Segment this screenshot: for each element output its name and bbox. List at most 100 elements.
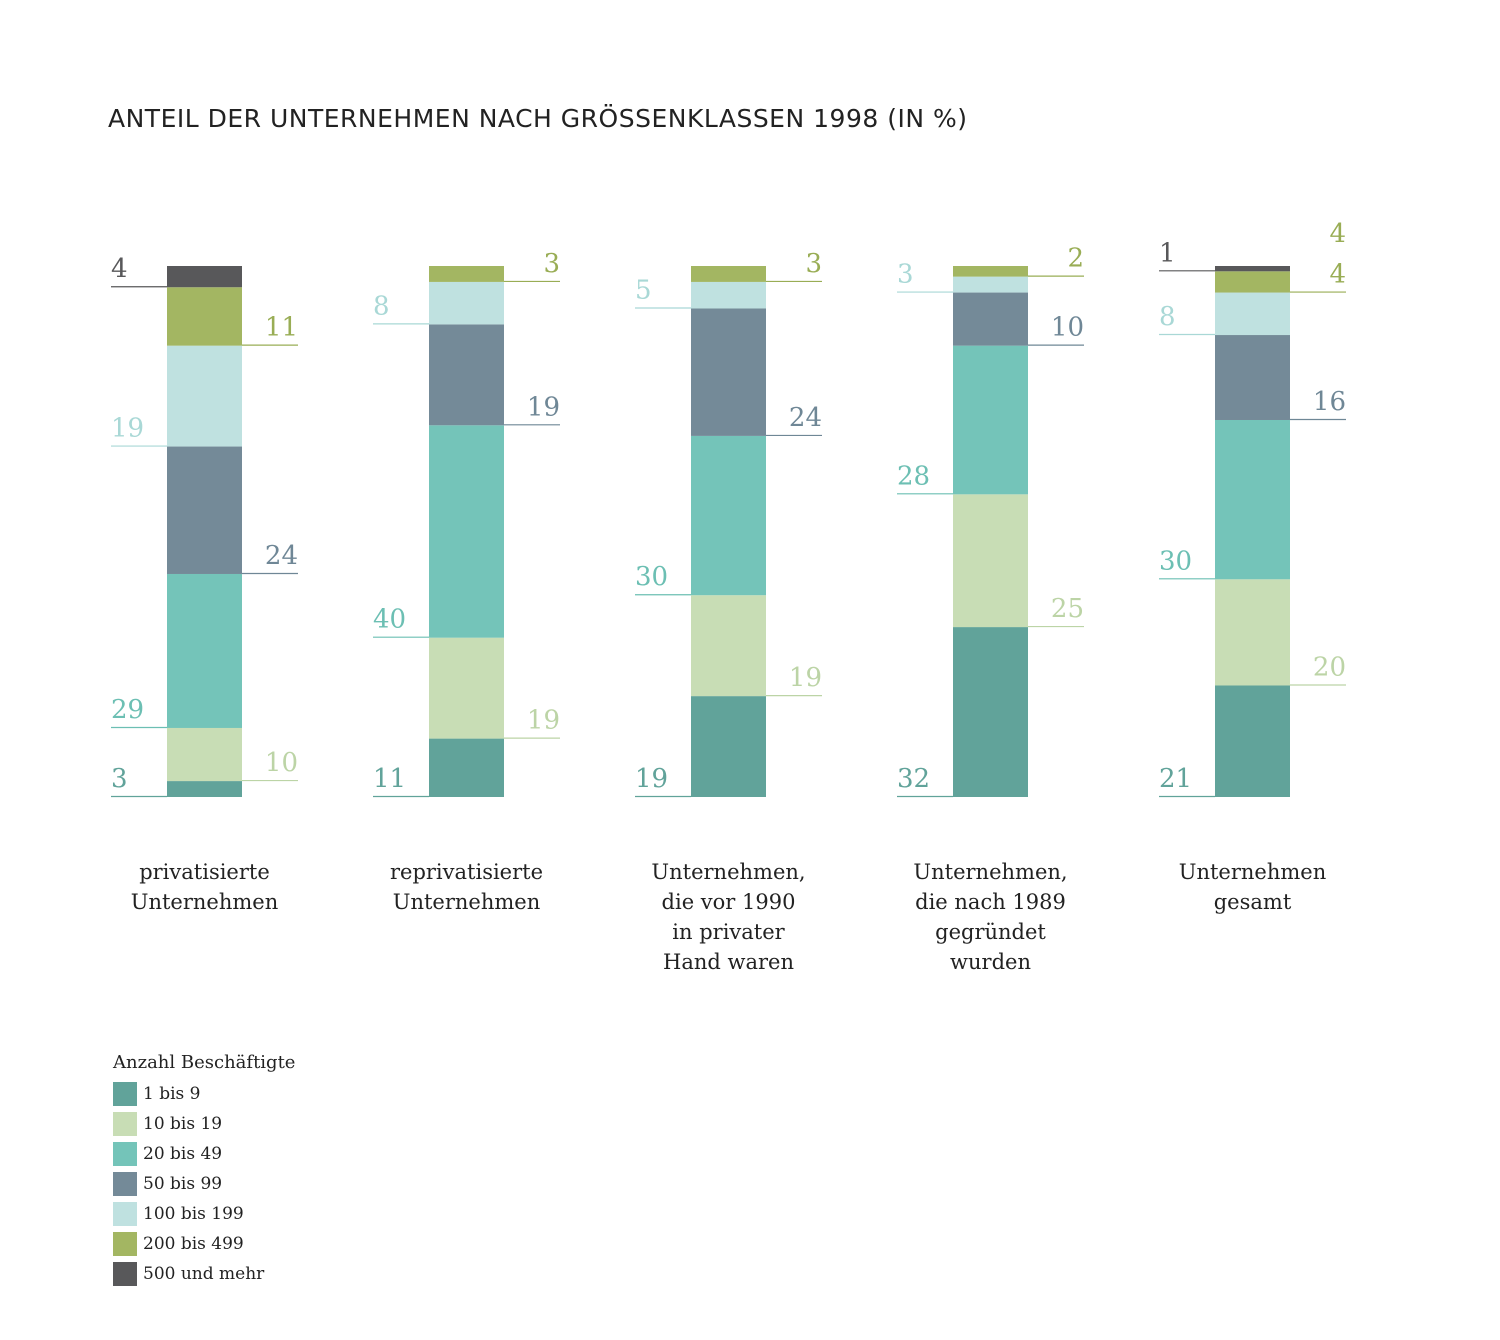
legend-label: 100 bis 199	[143, 1204, 244, 1224]
data-label: 19	[789, 663, 822, 693]
data-label: 29	[111, 695, 144, 725]
bar-segment	[429, 738, 504, 797]
bar-segment	[1215, 271, 1290, 293]
bar-segment	[953, 494, 1028, 628]
data-label: 30	[635, 562, 668, 592]
bar-segment	[429, 637, 504, 739]
bar-segment	[691, 266, 766, 282]
category-label: gesamt	[1214, 890, 1292, 914]
category-label: Unternehmen	[131, 890, 278, 914]
data-label: 8	[373, 291, 390, 321]
bar-segment	[429, 281, 504, 325]
legend-item: 50 bis 99	[113, 1169, 295, 1199]
bar-segment	[167, 727, 242, 782]
data-label: 11	[265, 313, 298, 343]
data-label: 2	[1067, 244, 1084, 274]
bar-segment	[167, 345, 242, 447]
bar-segment	[691, 595, 766, 697]
legend-swatch	[113, 1232, 137, 1256]
category-label: Unternehmen	[393, 890, 540, 914]
category-label: Unternehmen	[1179, 860, 1326, 884]
data-label: 19	[527, 392, 560, 422]
data-label: 10	[1051, 313, 1084, 343]
legend-swatch	[113, 1172, 137, 1196]
data-label: 1	[1159, 238, 1176, 268]
bar-segment	[953, 345, 1028, 495]
bar-segment	[691, 281, 766, 309]
bar-segment	[1215, 266, 1290, 272]
data-label: 19	[527, 706, 560, 736]
bar-segment	[1215, 579, 1290, 686]
data-label: 21	[1159, 764, 1192, 794]
data-label: 40	[373, 605, 406, 635]
data-label: 28	[897, 461, 930, 491]
category-label: in privater	[672, 920, 785, 944]
category-label: reprivatisierte	[390, 860, 543, 884]
data-label: 24	[265, 541, 298, 571]
data-label: 3	[111, 764, 128, 794]
legend-swatch	[113, 1262, 137, 1286]
annotation-label: 4	[1329, 219, 1346, 249]
legend-item: 20 bis 49	[113, 1139, 295, 1169]
bar-segment	[1215, 292, 1290, 336]
bar-segment	[691, 435, 766, 596]
data-label: 3	[543, 249, 560, 279]
category-label: Unternehmen,	[651, 860, 805, 884]
data-label: 4	[1329, 260, 1346, 290]
bar-segment	[953, 276, 1028, 293]
legend-title: Anzahl Beschäftigte	[113, 1052, 296, 1073]
bar-segment	[1215, 419, 1290, 580]
bar-segment	[1215, 335, 1290, 420]
bar-segment	[167, 446, 242, 574]
bar-segment	[429, 425, 504, 638]
category-label: Hand waren	[663, 950, 794, 974]
bar-segment	[167, 781, 242, 797]
bar-segment	[953, 627, 1028, 797]
legend-swatch	[113, 1202, 137, 1226]
legend-label: 20 bis 49	[143, 1144, 223, 1164]
legend-swatch	[113, 1082, 137, 1106]
data-label: 30	[1159, 546, 1192, 576]
category-label: gegründet	[935, 920, 1046, 944]
legend-swatch	[113, 1142, 137, 1166]
legend-item: 1 bis 9	[113, 1079, 295, 1109]
bar-segment	[167, 287, 242, 346]
data-label: 19	[111, 414, 144, 444]
legend-item: 200 bis 499	[113, 1229, 295, 1259]
data-label: 10	[265, 748, 298, 778]
data-label: 16	[1313, 387, 1346, 417]
legend-label: 50 bis 99	[143, 1174, 223, 1194]
bar-segment	[429, 324, 504, 426]
bar-segment	[691, 696, 766, 797]
legend-swatch	[113, 1112, 137, 1136]
bar-segment	[429, 266, 504, 282]
data-label: 5	[635, 275, 652, 305]
legend: Anzahl Beschäftigte 1 bis 9 10 bis 19 20 b…	[113, 1052, 295, 1289]
legend-label: 200 bis 499	[143, 1234, 244, 1254]
chart-title: ANTEIL DER UNTERNEHMEN NACH GRÖSSENKLASS…	[108, 104, 968, 133]
bar-segment	[167, 573, 242, 728]
bar-segment	[167, 266, 242, 288]
bar-segment	[953, 266, 1028, 277]
data-label: 20	[1313, 652, 1346, 682]
data-label: 4	[111, 254, 128, 284]
legend-item: 500 und mehr	[113, 1259, 295, 1289]
bar-segment	[1215, 685, 1290, 797]
data-label: 3	[897, 260, 914, 290]
category-label: die vor 1990	[662, 890, 796, 914]
legend-item: 100 bis 199	[113, 1199, 295, 1229]
data-label: 32	[897, 764, 930, 794]
bar-segment	[691, 308, 766, 436]
category-label: Unternehmen,	[913, 860, 1067, 884]
legend-label: 1 bis 9	[143, 1084, 201, 1104]
legend-label: 500 und mehr	[143, 1264, 265, 1284]
data-label: 19	[635, 764, 668, 794]
data-label: 25	[1051, 594, 1084, 624]
data-label: 11	[373, 764, 406, 794]
category-label: wurden	[950, 950, 1031, 974]
category-label: die nach 1989	[915, 890, 1066, 914]
bar-segment	[953, 292, 1028, 346]
category-label: privatisierte	[139, 860, 270, 884]
data-label: 8	[1159, 302, 1176, 332]
